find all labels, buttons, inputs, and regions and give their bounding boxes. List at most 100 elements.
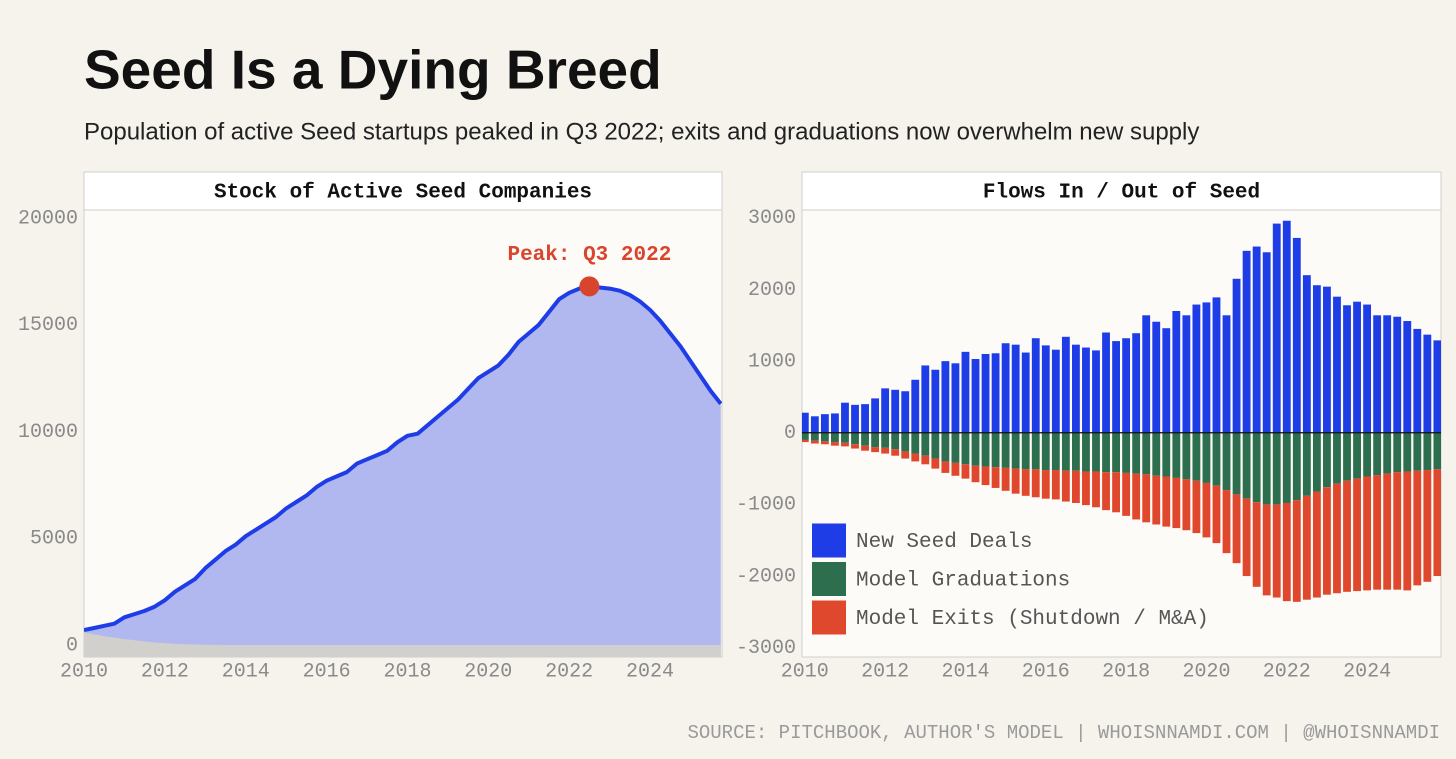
bar — [1071, 432, 1080, 471]
annotation: Peak: Q3 2022 — [507, 244, 671, 267]
bar — [1192, 432, 1201, 481]
bar — [1172, 432, 1181, 478]
plot — [802, 220, 1441, 602]
bar — [831, 442, 839, 446]
bar — [1041, 470, 1050, 499]
bar — [1373, 475, 1382, 590]
bar — [1092, 471, 1100, 508]
bar — [1142, 432, 1151, 475]
bar — [891, 432, 900, 450]
bar — [1041, 345, 1050, 433]
x-tick-label: 2018 — [1102, 660, 1150, 683]
bar — [1232, 494, 1241, 564]
bar — [961, 351, 970, 433]
bar — [1222, 432, 1231, 491]
bar — [1222, 490, 1231, 554]
y-tick-label: 10000 — [18, 421, 78, 444]
bar — [951, 432, 960, 463]
bar — [921, 432, 930, 456]
x-tick-label: 2020 — [1182, 660, 1230, 683]
bar — [1152, 321, 1161, 433]
bar — [1423, 432, 1432, 471]
bar — [971, 432, 980, 466]
bar — [1112, 472, 1120, 513]
bar — [820, 432, 829, 442]
bar — [1162, 432, 1171, 477]
bar — [802, 432, 809, 440]
legend-label: Model Graduations — [856, 570, 1070, 593]
bar — [871, 398, 880, 433]
bar — [1061, 432, 1070, 471]
bar — [1282, 220, 1291, 433]
source-note: SOURCE: PITCHBOOK, AUTHOR'S MODEL | WHOI… — [687, 722, 1440, 744]
bar — [1162, 476, 1171, 527]
bar — [921, 455, 930, 465]
bar — [1142, 315, 1151, 433]
x-tick-label: 2020 — [464, 660, 512, 683]
bar — [961, 464, 970, 479]
bar — [841, 432, 849, 443]
x-tick-label: 2012 — [141, 660, 189, 683]
bar — [1202, 302, 1211, 433]
bar — [1272, 432, 1281, 505]
bar — [810, 416, 819, 433]
bar — [881, 432, 890, 448]
bar — [1433, 469, 1441, 577]
bar — [931, 432, 940, 459]
bar — [831, 432, 839, 443]
bar — [1112, 341, 1120, 433]
bar — [841, 442, 849, 447]
bar — [991, 432, 1000, 468]
bar — [802, 412, 809, 433]
bar — [1242, 250, 1251, 433]
bar — [1232, 432, 1241, 495]
bar — [1051, 470, 1060, 500]
bar — [1182, 432, 1191, 480]
bar — [1403, 321, 1412, 433]
bar — [1363, 304, 1372, 433]
bar — [1403, 432, 1412, 472]
bar — [1292, 237, 1301, 433]
bar — [1061, 470, 1070, 502]
bar — [1272, 223, 1281, 433]
bar — [1192, 480, 1201, 534]
bar — [1302, 275, 1311, 433]
bar — [1343, 432, 1351, 481]
bar — [1232, 278, 1241, 433]
bar — [1132, 473, 1141, 520]
bar — [1122, 472, 1131, 516]
page-title: Seed Is a Dying Breed — [84, 39, 662, 101]
bar — [1252, 246, 1261, 433]
bar — [1413, 328, 1422, 433]
bar — [1122, 432, 1131, 473]
bar — [891, 449, 900, 456]
bar — [1353, 478, 1361, 592]
bar — [1011, 344, 1020, 433]
legend-swatch — [812, 562, 846, 596]
bar — [1363, 432, 1372, 477]
bar — [861, 445, 869, 451]
bar — [1172, 311, 1181, 433]
y-tick-label: 2000 — [748, 279, 796, 302]
bar — [1011, 468, 1020, 494]
bar — [1001, 467, 1010, 491]
bar — [881, 388, 890, 433]
bar — [991, 353, 1000, 433]
bar — [921, 365, 930, 433]
bar — [1001, 432, 1010, 468]
bar — [941, 461, 950, 473]
bar — [951, 363, 960, 433]
bar — [1373, 432, 1382, 476]
bar — [1082, 432, 1090, 472]
bar — [981, 353, 990, 433]
bar — [1423, 334, 1432, 433]
bar — [1202, 432, 1211, 483]
bar — [1031, 432, 1040, 470]
bar — [1082, 347, 1090, 433]
bar — [802, 439, 809, 443]
bar — [871, 447, 880, 453]
bar — [1071, 344, 1080, 433]
legend-swatch — [812, 523, 846, 558]
bar — [931, 458, 940, 469]
